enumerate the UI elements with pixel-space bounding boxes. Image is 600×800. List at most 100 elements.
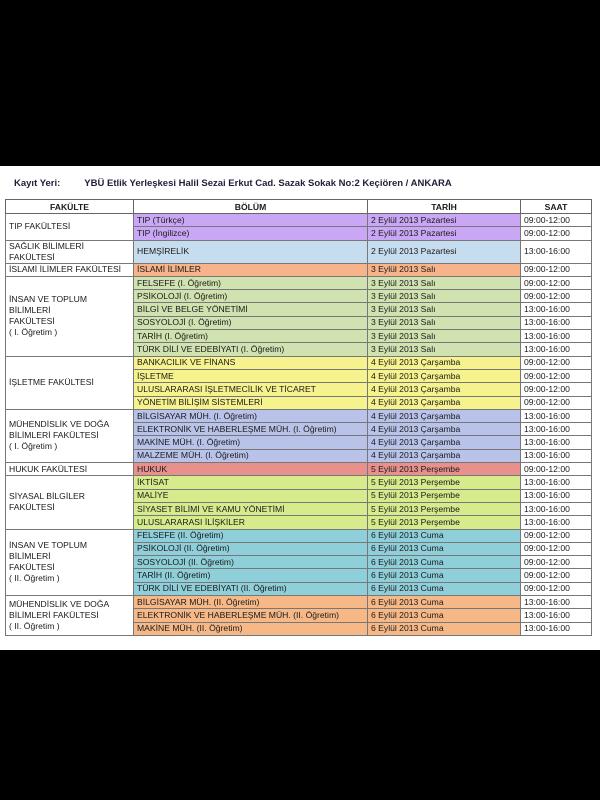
time-cell: 09:00-12:00 xyxy=(520,226,592,241)
faculty-cell: SİYASAL BİLGİLER FAKÜLTESİ xyxy=(5,475,134,530)
date-cell: 3 Eylül 2013 Salı xyxy=(367,329,521,344)
table-row: TIP FAKÜLTESİ TIP (Türkçe) 2 Eylül 2013 Pa… xyxy=(5,212,592,241)
faculty-line: SİYASAL BİLGİLER FAKÜLTESİ xyxy=(9,491,85,513)
department-cell: BİLGİ VE BELGE YÖNETİMİ xyxy=(133,302,368,317)
time-cell: 09:00-12:00 xyxy=(520,382,592,397)
time-cell: 09:00-12:00 xyxy=(520,212,592,228)
department-cell: SİYASET BİLİMİ VE KAMU YÖNETİMİ xyxy=(133,501,368,517)
time-cell: 13:00-16:00 xyxy=(520,595,592,610)
faculty-cell: İNSAN VE TOPLUM BİLİMLERİ FAKÜLTESİ( I. Ö… xyxy=(5,275,134,357)
table-row: MAKİNE MÜH. (II. Öğretim) 6 Eylül 2013 Cu… xyxy=(6,621,592,636)
department-cell: MALZEME MÜH. (I. Öğretim) xyxy=(133,448,368,464)
table-row: SOSYOLOJİ (II. Öğretim) 6 Eylül 2013 Cuma… xyxy=(6,555,592,570)
date-cell: 6 Eylül 2013 Cuma xyxy=(367,528,521,543)
date-cell: 3 Eylül 2013 Salı xyxy=(367,275,521,291)
department-cell: TIP (Türkçe) xyxy=(133,212,368,228)
table-row: İSLAMİ İLİMLER FAKÜLTESİ İSLAMİ İLİMLER 3 … xyxy=(5,262,592,277)
time-cell: 13:00-16:00 xyxy=(520,302,592,317)
time-cell: 09:00-12:00 xyxy=(520,555,592,570)
table-row: BİLGİ VE BELGE YÖNETİMİ 3 Eylül 2013 Salı… xyxy=(6,302,592,317)
time-cell: 13:00-16:00 xyxy=(520,342,592,357)
date-cell: 2 Eylül 2013 Pazartesi xyxy=(367,239,521,264)
table-row: SOSYOLOJİ (I. Öğretim) 3 Eylül 2013 Salı 1… xyxy=(6,315,592,331)
column-header: BÖLÜM xyxy=(133,199,368,214)
schedule-table: FAKÜLTE BÖLÜM TARİH SAAT TIP FAKÜLTESİ TIP (… xyxy=(5,199,592,636)
time-cell: 09:00-12:00 xyxy=(520,568,592,583)
department-cell: ELEKTRONİK VE HABERLEŞME MÜH. (II. Öğret… xyxy=(133,608,368,623)
date-cell: 6 Eylül 2013 Cuma xyxy=(367,555,521,570)
time-cell: 09:00-12:00 xyxy=(520,262,592,277)
date-cell: 4 Eylül 2013 Çarşamba xyxy=(367,395,521,410)
time-cell: 13:00-16:00 xyxy=(520,408,592,424)
time-cell: 09:00-12:00 xyxy=(520,395,592,410)
faculty-cell: İSLAMİ İLİMLER FAKÜLTESİ xyxy=(5,262,134,277)
table-row: TARİH (II. Öğretim) 6 Eylül 2013 Cuma 09:0… xyxy=(6,568,592,583)
faculty-line: BİLİMLERİ FAKÜLTESİ xyxy=(9,430,99,441)
date-cell: 4 Eylül 2013 Çarşamba xyxy=(367,435,521,450)
department-cell: ULUSLARARASI İLİŞKİLER xyxy=(133,515,368,530)
faculty-line: MÜHENDİSLİK VE DOĞA xyxy=(9,419,110,430)
department-cell: TIP (İngilizce) xyxy=(133,226,368,241)
time-cell: 09:00-12:00 xyxy=(520,289,592,304)
department-cell: HUKUK xyxy=(133,462,368,477)
date-cell: 5 Eylül 2013 Perşembe xyxy=(367,515,521,530)
time-cell: 09:00-12:00 xyxy=(520,275,592,291)
department-cell: İSLAMİ İLİMLER xyxy=(133,262,368,277)
table-row: SAĞLIK BİLİMLERİ FAKÜLTESİ HEMŞİRELİK 2 Ey… xyxy=(5,239,592,264)
table-row: ELEKTRONİK VE HABERLEŞME MÜH. (I. Öğreti… xyxy=(6,422,592,437)
department-cell: İŞLETME xyxy=(133,368,368,384)
department-cell: TÜRK DİLİ VE EDEBİYATI (II. Öğretim) xyxy=(133,581,368,597)
table-row: SİYASAL BİLGİLER FAKÜLTESİ İKTİSAT 5 Eylül… xyxy=(5,475,592,530)
faculty-line: TIP FAKÜLTESİ xyxy=(9,221,71,232)
date-cell: 4 Eylül 2013 Çarşamba xyxy=(367,368,521,384)
department-cell: İKTİSAT xyxy=(133,475,368,490)
faculty-line: İŞLETME FAKÜLTESİ xyxy=(9,377,94,388)
time-cell: 13:00-16:00 xyxy=(520,475,592,490)
faculty-cell: SAĞLIK BİLİMLERİ FAKÜLTESİ xyxy=(5,239,134,264)
time-cell: 09:00-12:00 xyxy=(520,541,592,557)
table-row: İŞLETME 4 Eylül 2013 Çarşamba 09:00-12:00 xyxy=(6,368,592,384)
faculty-cell: TIP FAKÜLTESİ xyxy=(5,213,134,241)
time-cell: 13:00-16:00 xyxy=(520,515,592,530)
department-cell: FELSEFE (I. Öğretim) xyxy=(133,275,368,291)
table-row: TARİH (I. Öğretim) 3 Eylül 2013 Salı 13:00… xyxy=(6,329,592,344)
time-cell: 13:00-16:00 xyxy=(520,621,592,636)
time-cell: 13:00-16:00 xyxy=(520,239,592,264)
faculty-line: İNSAN VE TOPLUM BİLİMLERİ xyxy=(9,294,88,316)
table-row: İŞLETME FAKÜLTESİ BANKACILIK VE FİNANS 4 E… xyxy=(5,355,592,410)
date-cell: 6 Eylül 2013 Cuma xyxy=(367,568,521,583)
faculty-line: İNSAN VE TOPLUM BİLİMLERİ xyxy=(9,540,88,562)
department-cell: BİLGİSAYAR MÜH. (II. Öğretim) xyxy=(133,595,368,610)
time-cell: 09:00-12:00 xyxy=(520,581,592,597)
time-cell: 09:00-12:00 xyxy=(520,355,592,370)
date-cell: 3 Eylül 2013 Salı xyxy=(367,262,521,277)
faculty-line: ( II. Öğretim ) xyxy=(9,573,60,584)
table-row: MÜHENDİSLİK VE DOĞA BİLİMLERİ FAKÜLTESİ( … xyxy=(5,595,592,636)
faculty-line: MÜHENDİSLİK VE DOĞA xyxy=(9,598,110,609)
date-cell: 3 Eylül 2013 Salı xyxy=(367,315,521,331)
table-row: İNSAN VE TOPLUM BİLİMLERİ FAKÜLTESİ( II. … xyxy=(5,528,592,597)
location-address: YBÜ Etlik Yerleşkesi Halil Sezai Erkut C… xyxy=(84,178,452,189)
faculty-line: BİLİMLERİ FAKÜLTESİ xyxy=(9,609,99,620)
faculty-line: ( I. Öğretim ) xyxy=(9,327,58,338)
column-header: FAKÜLTE xyxy=(5,199,134,214)
time-cell: 13:00-16:00 xyxy=(520,608,592,623)
date-cell: 2 Eylül 2013 Pazartesi xyxy=(367,226,521,241)
department-cell: BANKACILIK VE FİNANS xyxy=(133,355,368,370)
faculty-cell: İNSAN VE TOPLUM BİLİMLERİ FAKÜLTESİ( II. … xyxy=(5,528,134,597)
department-cell: TARİH (I. Öğretim) xyxy=(133,329,368,344)
faculty-line: FAKÜLTESİ xyxy=(9,562,55,573)
time-cell: 13:00-16:00 xyxy=(520,422,592,437)
date-cell: 5 Eylül 2013 Perşembe xyxy=(367,462,521,477)
faculty-cell: MÜHENDİSLİK VE DOĞA BİLİMLERİ FAKÜLTESİ( … xyxy=(5,595,134,636)
time-cell: 13:00-16:00 xyxy=(520,501,592,517)
date-cell: 4 Eylül 2013 Çarşamba xyxy=(367,382,521,397)
table-row: ULUSLARARASI İLİŞKİLER 5 Eylül 2013 Perşe… xyxy=(6,515,592,530)
department-cell: SOSYOLOJİ (II. Öğretim) xyxy=(133,555,368,570)
department-cell: PSİKOLOJİ (I. Öğretim) xyxy=(133,289,368,304)
department-cell: YÖNETİM BİLİŞİM SİSTEMLERİ xyxy=(133,395,368,410)
header-row: FAKÜLTE BÖLÜM TARİH SAAT xyxy=(5,199,592,214)
date-cell: 4 Eylül 2013 Çarşamba xyxy=(367,422,521,437)
time-cell: 13:00-16:00 xyxy=(520,488,592,503)
